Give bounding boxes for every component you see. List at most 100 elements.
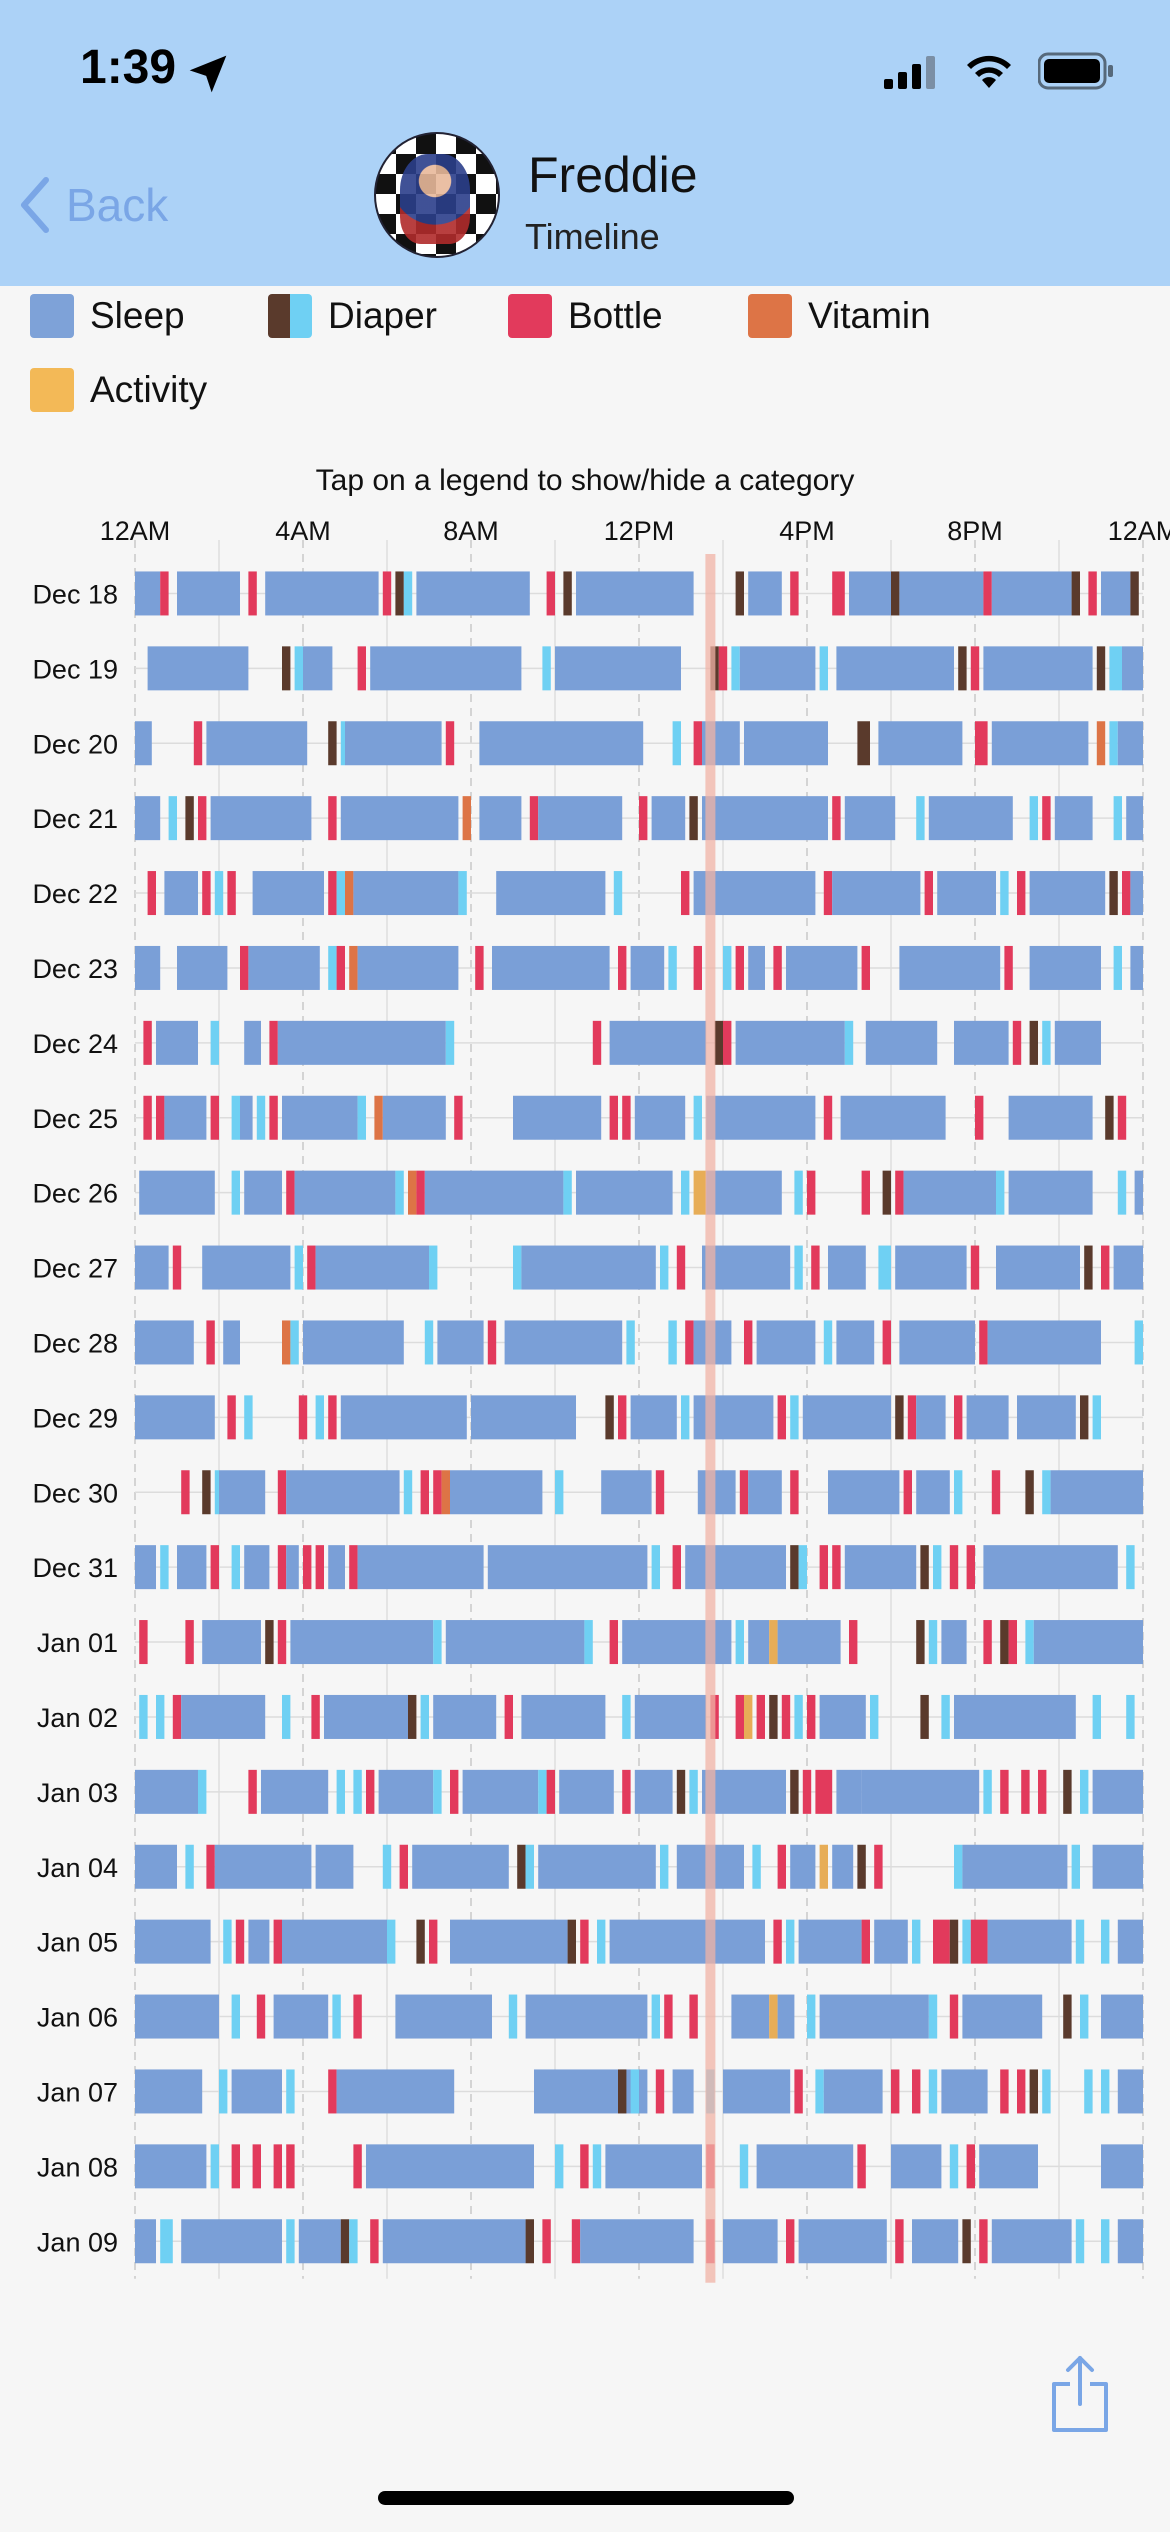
- event-sleep[interactable]: [609, 1919, 765, 1964]
- event-sleep[interactable]: [462, 1769, 539, 1814]
- event-diaper-light[interactable]: [941, 1694, 950, 1739]
- event-diaper-light[interactable]: [1042, 1020, 1051, 1065]
- event-bottle[interactable]: [676, 1245, 686, 1290]
- event-diaper-light[interactable]: [231, 1170, 240, 1215]
- event-bottle[interactable]: [1004, 945, 1013, 990]
- event-sleep[interactable]: [832, 871, 921, 916]
- event-bottle[interactable]: [874, 1844, 883, 1889]
- event-diaper-light[interactable]: [185, 1844, 194, 1889]
- event-sleep[interactable]: [244, 1170, 282, 1215]
- event-sleep[interactable]: [135, 1545, 156, 1590]
- event-diaper-light[interactable]: [231, 1095, 240, 1140]
- event-bottle[interactable]: [382, 571, 392, 616]
- event-vitamin[interactable]: [1096, 721, 1106, 766]
- event-bottle[interactable]: [433, 1470, 442, 1515]
- event-sleep[interactable]: [702, 796, 828, 841]
- event-bottle[interactable]: [286, 1170, 295, 1215]
- event-bottle[interactable]: [454, 1095, 463, 1140]
- event-sleep[interactable]: [1092, 1769, 1143, 1814]
- event-sleep[interactable]: [672, 2069, 694, 2114]
- legend-item-bottle[interactable]: Bottle: [508, 294, 663, 338]
- event-diaper-light[interactable]: [819, 646, 828, 691]
- event-bottle[interactable]: [832, 796, 841, 841]
- event-sleep[interactable]: [928, 796, 1013, 841]
- event-diaper-dark[interactable]: [1025, 1470, 1034, 1515]
- event-bottle[interactable]: [609, 1620, 618, 1665]
- legend-item-activity[interactable]: Activity: [30, 368, 207, 412]
- event-diaper-dark[interactable]: [202, 1470, 211, 1515]
- event-sleep[interactable]: [996, 1245, 1080, 1290]
- event-bottle[interactable]: [256, 1994, 266, 2039]
- event-bottle[interactable]: [807, 1170, 816, 1215]
- event-diaper-light[interactable]: [651, 1994, 660, 2039]
- event-bottle[interactable]: [933, 1919, 950, 1964]
- event-vitamin[interactable]: [349, 945, 358, 990]
- event-sleep[interactable]: [849, 571, 891, 616]
- back-button[interactable]: Back: [18, 176, 168, 234]
- event-bottle[interactable]: [970, 646, 980, 691]
- event-diaper-light[interactable]: [1042, 2069, 1051, 2114]
- event-sleep[interactable]: [223, 1320, 240, 1365]
- event-vitamin[interactable]: [374, 1095, 383, 1140]
- event-bottle[interactable]: [328, 1395, 337, 1440]
- event-sleep[interactable]: [445, 1620, 585, 1665]
- event-diaper-light[interactable]: [912, 1919, 921, 1964]
- event-bottle[interactable]: [1101, 1245, 1110, 1290]
- event-sleep[interactable]: [983, 1545, 1118, 1590]
- event-diaper-light[interactable]: [168, 796, 177, 841]
- event-sleep[interactable]: [916, 1470, 950, 1515]
- event-sleep[interactable]: [265, 571, 379, 616]
- event-sleep[interactable]: [1054, 796, 1093, 841]
- event-sleep[interactable]: [135, 1994, 219, 2039]
- event-diaper-light[interactable]: [294, 646, 303, 691]
- event-diaper-dark[interactable]: [920, 1545, 929, 1590]
- event-diaper-light[interactable]: [508, 1994, 518, 2039]
- event-sleep[interactable]: [823, 2069, 883, 2114]
- event-bottle[interactable]: [273, 2144, 282, 2189]
- event-sleep[interactable]: [802, 1395, 891, 1440]
- event-sleep[interactable]: [521, 1694, 606, 1739]
- event-diaper-light[interactable]: [1113, 796, 1122, 841]
- event-sleep[interactable]: [634, 1095, 686, 1140]
- event-sleep[interactable]: [891, 2144, 942, 2189]
- event-diaper-dark[interactable]: [416, 1919, 425, 1964]
- event-diaper-light[interactable]: [983, 1769, 992, 1814]
- event-sleep[interactable]: [315, 1844, 354, 1889]
- event-bottle[interactable]: [328, 2069, 337, 2114]
- event-diaper-light[interactable]: [1075, 1919, 1085, 1964]
- event-bottle[interactable]: [735, 1694, 744, 1739]
- event-diaper-light[interactable]: [198, 1769, 207, 1814]
- event-bottle[interactable]: [912, 2069, 921, 2114]
- event-diaper-light[interactable]: [139, 1694, 148, 1739]
- event-activity[interactable]: [769, 1994, 778, 2039]
- event-diaper-light[interactable]: [807, 1994, 816, 2039]
- event-sleep[interactable]: [941, 2069, 988, 2114]
- event-activity[interactable]: [693, 1170, 707, 1215]
- event-sleep[interactable]: [731, 1994, 770, 2039]
- event-bottle[interactable]: [807, 1694, 816, 1739]
- event-sleep[interactable]: [290, 1620, 434, 1665]
- event-sleep[interactable]: [723, 2069, 791, 2114]
- event-bottle[interactable]: [181, 1470, 190, 1515]
- event-sleep[interactable]: [748, 1620, 770, 1665]
- event-sleep[interactable]: [601, 1470, 652, 1515]
- event-sleep[interactable]: [634, 1694, 707, 1739]
- event-diaper-light[interactable]: [790, 1395, 799, 1440]
- event-sleep[interactable]: [135, 1919, 211, 1964]
- event-diaper-light[interactable]: [563, 1170, 572, 1215]
- event-diaper-light[interactable]: [214, 1470, 219, 1515]
- event-bottle[interactable]: [202, 871, 211, 916]
- event-bottle[interactable]: [143, 1020, 152, 1065]
- event-diaper-light[interactable]: [420, 1694, 429, 1739]
- event-sleep[interactable]: [525, 1994, 648, 2039]
- event-diaper-dark[interactable]: [1029, 1020, 1038, 1065]
- event-bottle[interactable]: [773, 945, 782, 990]
- event-bottle[interactable]: [970, 1245, 980, 1290]
- event-sleep[interactable]: [261, 1769, 329, 1814]
- event-bottle[interactable]: [1042, 796, 1051, 841]
- event-bottle[interactable]: [756, 1694, 765, 1739]
- event-diaper-dark[interactable]: [185, 796, 194, 841]
- event-diaper-light[interactable]: [160, 2219, 173, 2264]
- event-diaper-dark[interactable]: [1105, 1095, 1114, 1140]
- event-sleep[interactable]: [991, 2219, 1072, 2264]
